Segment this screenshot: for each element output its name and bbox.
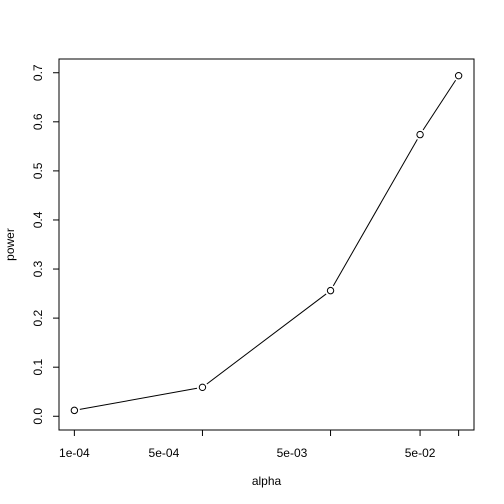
x-tick-label: 5e-02 (405, 446, 436, 460)
y-tick-label: 0.6 (31, 113, 45, 130)
data-point (70, 406, 79, 415)
series-line-segment (206, 293, 327, 385)
series-power (70, 71, 463, 415)
x-tick-label: 1e-04 (59, 446, 90, 460)
series-line-segment (332, 139, 418, 287)
y-tick-label: 0.5 (31, 162, 45, 179)
y-tick-label: 0.3 (31, 260, 45, 277)
y-tick-label: 0.7 (31, 64, 45, 81)
y-tick-label: 0.4 (31, 211, 45, 228)
x-axis-label: alpha (252, 474, 282, 488)
data-point (454, 71, 463, 80)
y-axis-ticks: 0.0 0.1 0.2 0.3 0.4 0.5 0.6 0.7 (31, 64, 60, 425)
data-point (198, 383, 207, 392)
y-axis-label: power (3, 228, 17, 261)
x-tick-label: 5e-03 (277, 446, 308, 460)
x-tick-label: 5e-04 (149, 446, 180, 460)
data-point (326, 286, 335, 295)
y-tick-label: 0.2 (31, 309, 45, 326)
plot-frame (58, 58, 475, 431)
data-point (416, 130, 424, 139)
x-axis-ticks: 1e-04 5e-04 5e-03 5e-02 (59, 429, 460, 460)
series-line-segment (79, 387, 198, 410)
y-tick-label: 0.0 (31, 408, 45, 425)
series-line-segment (422, 80, 457, 131)
y-tick-label: 0.1 (31, 359, 45, 376)
